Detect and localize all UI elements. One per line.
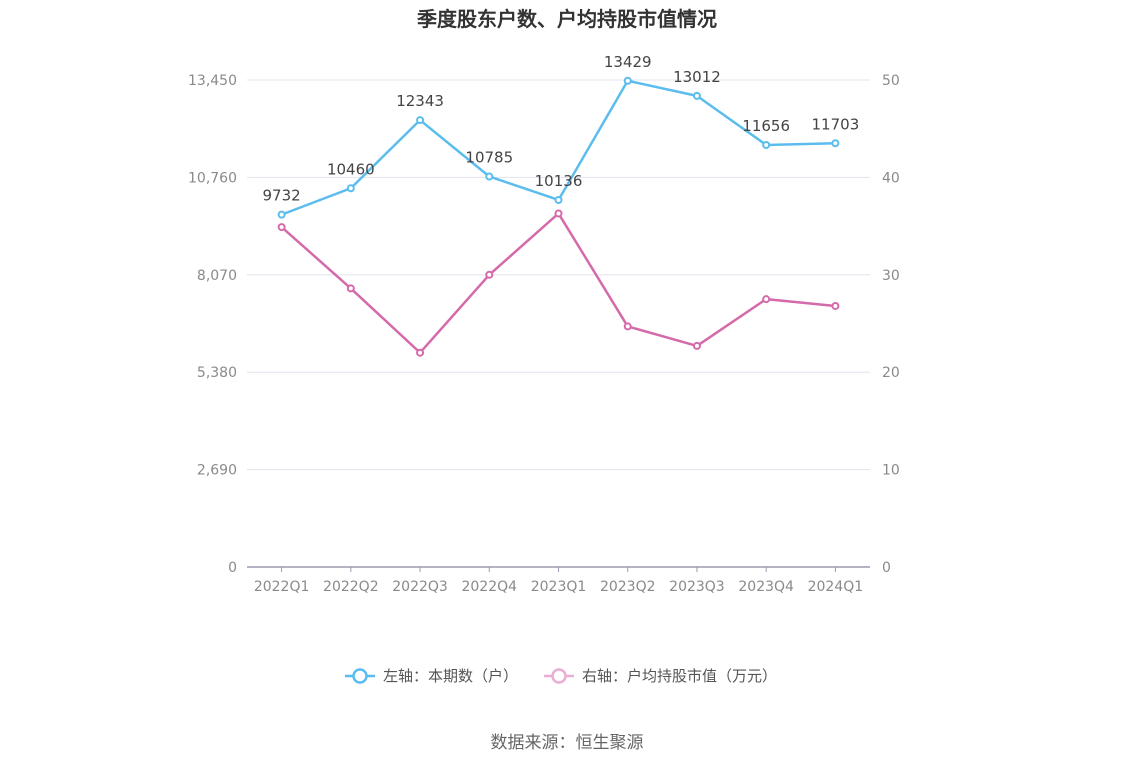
legend-marker [551,668,567,684]
y-right-tick-label: 20 [882,365,900,381]
y-right-tick-label: 0 [882,560,891,576]
legend-item[interactable]: 左轴：本期数（户） [345,667,518,685]
source-note: 数据来源：恒生聚源 [490,733,644,753]
data-label: 12343 [396,92,444,110]
y-right-tick-label: 10 [882,463,900,479]
data-label: 10785 [465,148,513,166]
data-point[interactable] [692,341,701,350]
legend-label: 右轴：户均持股市值（万元） [582,667,777,685]
data-labels: 9732 10460 12343 10785 10136 13429 13012 11656 1… [263,53,860,205]
data-point[interactable] [346,184,355,193]
data-point[interactable] [554,195,563,204]
data-label: 11656 [742,117,790,135]
data-label: 13429 [604,53,652,71]
series [277,76,840,357]
legend[interactable]: 左轴：本期数（户） 右轴：户均持股市值（万元） [345,667,777,685]
data-point[interactable] [762,140,771,149]
data-point[interactable] [554,209,563,218]
x-tick-label: 2022Q4 [461,579,517,595]
y-left-tick-label: 10,760 [188,170,237,186]
x-tick-label: 2023Q3 [669,579,725,595]
data-point[interactable] [277,210,286,219]
axes: 0 0 2,690 10 5,380 20 8,070 30 10,760 40 13,450 50 2… [188,73,900,595]
data-label: 13012 [673,68,721,86]
data-label: 10460 [327,160,375,178]
data-point[interactable] [831,301,840,310]
x-tick-label: 2022Q2 [323,579,379,595]
y-left-tick-label: 2,690 [197,463,237,479]
x-tick-label: 2023Q4 [738,579,794,595]
x-tick-label: 2022Q3 [392,579,448,595]
chart-title: 季度股东户数、户均持股市值情况 [416,7,717,31]
y-right-tick-label: 30 [882,268,900,284]
series-line-right [280,212,836,354]
data-point[interactable] [623,322,632,331]
data-point[interactable] [485,270,494,279]
y-left-tick-label: 8,070 [197,268,237,284]
y-right-tick-label: 50 [882,73,900,89]
data-label: 10136 [535,172,583,190]
legend-marker [352,668,368,684]
data-point[interactable] [692,91,701,100]
data-point[interactable] [831,139,840,148]
data-point[interactable] [623,76,632,85]
data-point[interactable] [485,172,494,181]
y-right-tick-label: 40 [882,170,900,186]
data-point[interactable] [277,223,286,232]
legend-label: 左轴：本期数（户） [383,667,518,685]
data-label: 11703 [812,115,860,133]
x-tick-label: 2023Q2 [600,579,656,595]
data-point[interactable] [762,295,771,304]
series-line-left [281,79,836,216]
y-left-tick-label: 5,380 [197,365,237,381]
legend-item[interactable]: 右轴：户均持股市值（万元） [544,667,777,685]
data-point[interactable] [416,348,425,357]
data-point[interactable] [346,284,355,293]
y-left-tick-label: 13,450 [188,73,237,89]
y-left-tick-label: 0 [228,560,237,576]
data-point[interactable] [416,116,425,125]
data-label: 9732 [263,187,301,205]
x-tick-label: 2023Q1 [531,579,587,595]
x-tick-label: 2024Q1 [808,579,864,595]
grid [247,79,870,471]
x-tick-label: 2022Q1 [254,579,310,595]
